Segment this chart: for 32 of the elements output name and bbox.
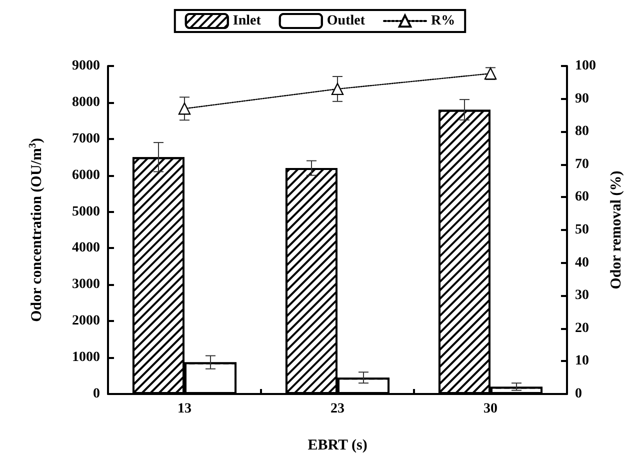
y2-tick-label: 70 — [575, 156, 589, 172]
y2-tick-label: 40 — [575, 255, 589, 270]
x-tick-label: 23 — [330, 402, 344, 416]
y-tick-label: 7000 — [72, 131, 100, 146]
y2-tick-label: 0 — [575, 386, 582, 402]
y2-axis-title: Odor removal (%) — [608, 170, 624, 290]
y2-tick-label: 90 — [575, 91, 589, 106]
y-tick-label: 3000 — [72, 277, 100, 292]
point — [178, 102, 191, 115]
x-tick-label: 13 — [178, 402, 192, 416]
y-axis-title: Odor concentration (OU/m3) — [28, 138, 45, 322]
y-tick-label: 2000 — [72, 314, 100, 329]
y-tick-label: 8000 — [72, 94, 100, 110]
point — [331, 82, 344, 96]
y2-tick-label: 100 — [575, 58, 596, 74]
y2-tick-label: 30 — [575, 288, 589, 304]
y2-tick-label: 60 — [575, 190, 589, 205]
y-tick-label: 9000 — [72, 58, 100, 74]
y2-tick-label: 50 — [575, 222, 589, 238]
y-tick-label: 6000 — [72, 168, 100, 183]
y-tick-label: 0 — [93, 386, 100, 402]
x-axis-title: EBRT (s) — [308, 438, 368, 454]
y-tick-label: 4000 — [72, 240, 100, 256]
legend-label: Outlet — [326, 14, 366, 28]
y-tick-label: 5000 — [72, 204, 100, 220]
legend-label: Inlet — [232, 14, 262, 28]
y2-tick-label: 80 — [575, 124, 589, 140]
y2-tick-label: 20 — [575, 320, 589, 336]
y-tick-label: 1000 — [72, 350, 100, 366]
legend-label: R% — [430, 14, 456, 28]
x-tick-label: 30 — [484, 402, 498, 416]
y2-tick-label: 10 — [575, 354, 589, 369]
